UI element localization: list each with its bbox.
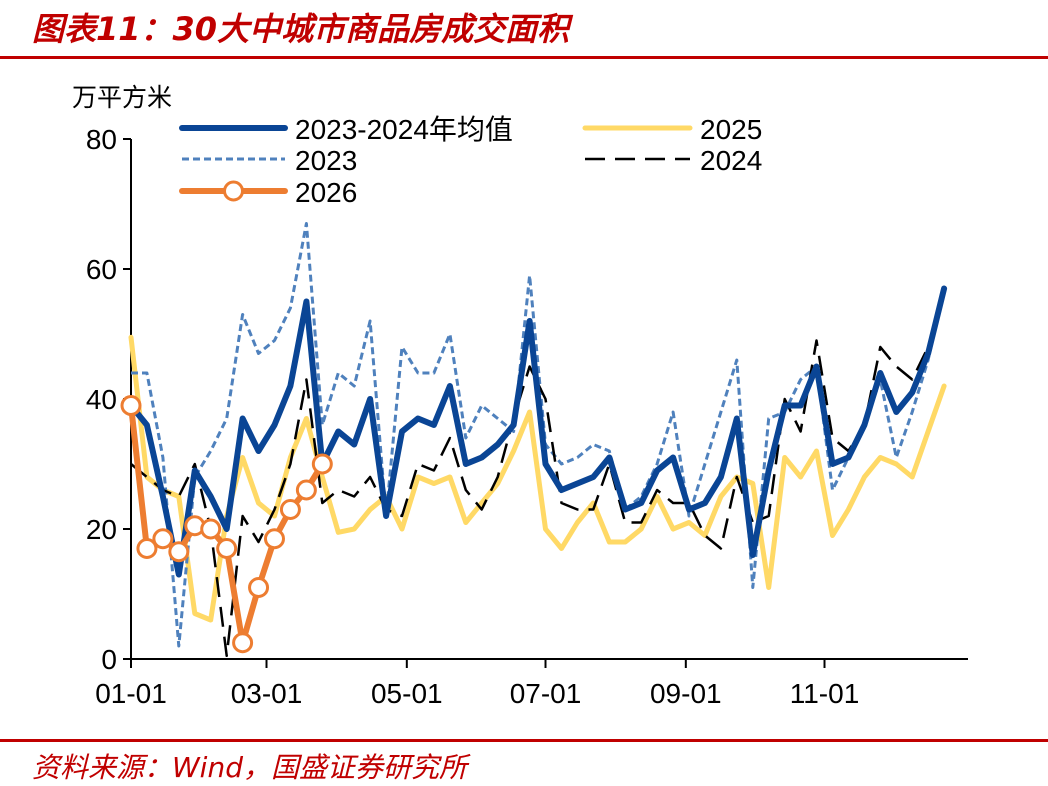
legend-label-y2023: 2023 [295, 145, 357, 176]
data-point-2026-10 [263, 528, 285, 550]
y-tick-label-0: 0 [101, 644, 117, 675]
data-point-2026-12 [295, 479, 317, 501]
legend-label-y2025: 2025 [700, 114, 762, 145]
x-tick-label-07-01: 07-01 [510, 678, 582, 709]
data-point-2026-13 [311, 453, 333, 475]
data-point-2026-1 [120, 395, 142, 416]
series-line-avg [128, 285, 948, 578]
chart-axes: 0 20 40 60 80 万平方米 01-01 03-01 05-01 07-01 09-01 11… [72, 83, 968, 709]
title-divider [0, 56, 1048, 59]
data-point-2026-11 [279, 499, 301, 520]
legend-label-y2024: 2024 [700, 145, 762, 176]
legend-label-avg: 2023-2024年均值 [295, 114, 513, 145]
y-axis-unit: 万平方米 [72, 83, 172, 112]
chart-legend: 2023-2024年均值 2025 2023 2024 2026 [179, 114, 762, 208]
data-point-2026-7 [216, 538, 238, 559]
data-point-2026-4 [168, 541, 190, 563]
x-tick-label-09-01: 09-01 [650, 678, 722, 709]
source-divider [0, 739, 1048, 742]
source-note: 资料来源：Wind，国盛证券研究所 [32, 751, 467, 784]
legend-marker-2026 [223, 180, 244, 202]
legend-label-y2026: 2026 [295, 177, 357, 208]
y-tick-label-20: 20 [86, 514, 117, 545]
x-tick-label-01-01: 01-01 [95, 678, 167, 709]
data-point-2026-2 [136, 538, 158, 559]
line-chart: 0 20 40 60 80 万平方米 01-01 03-01 05-01 07-01 09-01 11… [72, 83, 968, 709]
data-point-2026-9 [248, 577, 270, 598]
x-tick-label-05-01: 05-01 [371, 678, 443, 709]
data-point-2026-8 [232, 632, 254, 654]
chart-markers [120, 395, 333, 654]
y-tick-label-60: 60 [86, 254, 117, 285]
data-point-2026-3 [152, 528, 174, 550]
series-line-y2023 [131, 222, 946, 648]
chart-title: 图表11：30大中城市商品房成交面积 [32, 10, 570, 48]
x-tick-label-11-01: 11-01 [790, 678, 860, 709]
y-tick-label-80: 80 [86, 124, 117, 155]
series-line-y2025 [128, 334, 947, 623]
x-tick-label-03-01: 03-01 [231, 678, 303, 709]
data-point-2026-6 [200, 518, 222, 540]
y-tick-label-40: 40 [86, 384, 117, 415]
